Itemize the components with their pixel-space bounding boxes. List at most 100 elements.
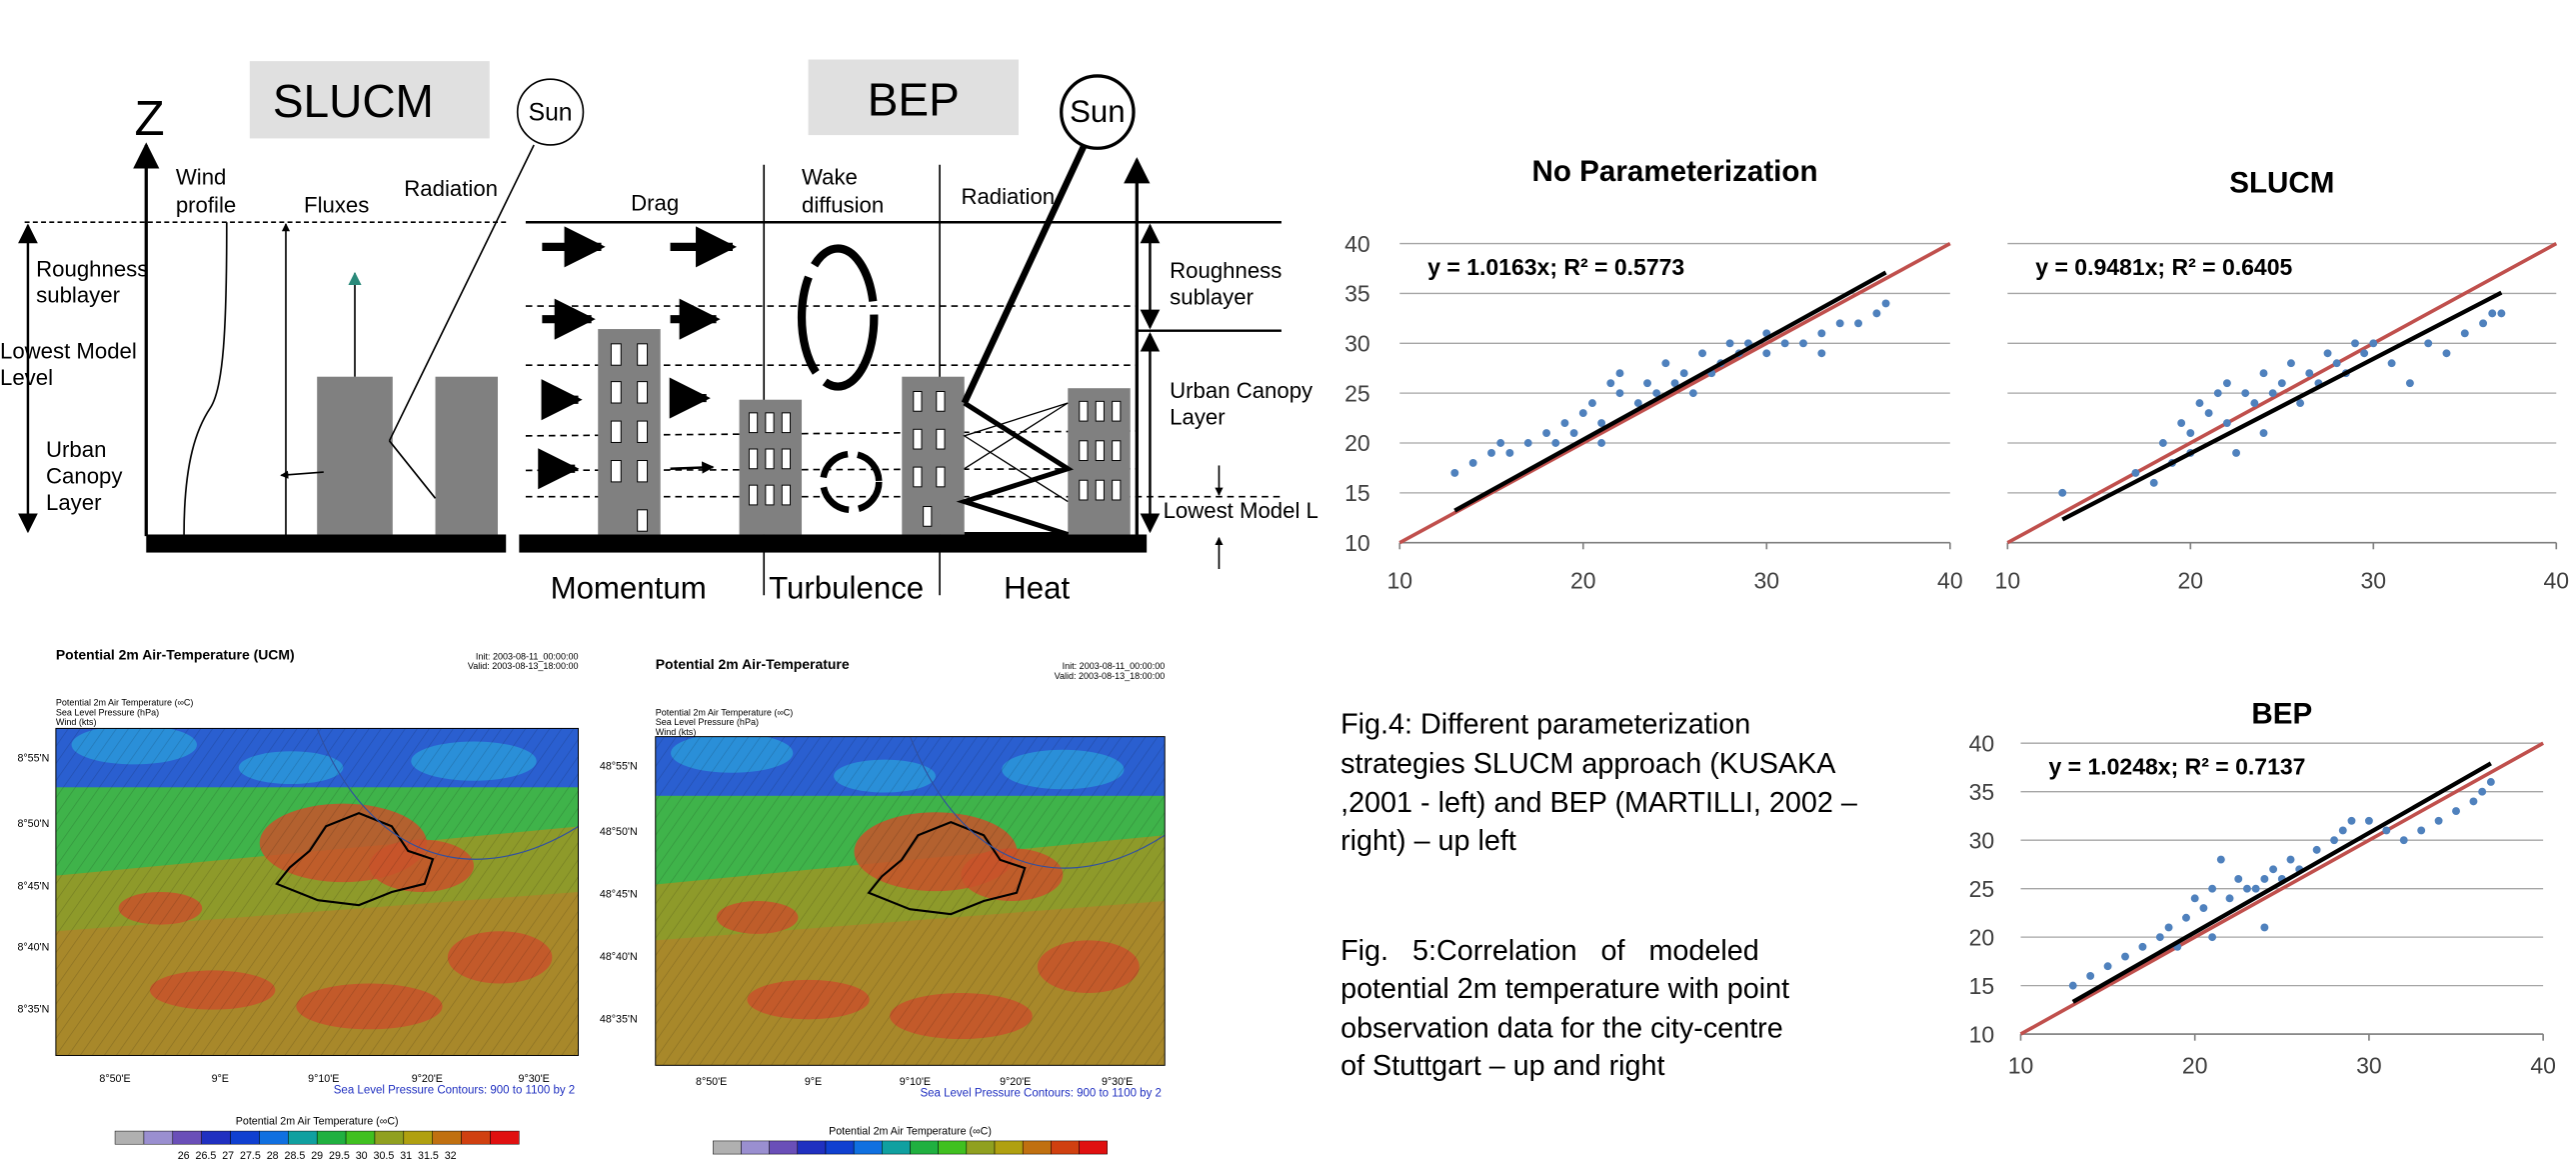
- radiation-ray: [961, 143, 1088, 405]
- layer-label: Layer: [1170, 404, 1226, 429]
- data-point: [2250, 399, 2259, 408]
- data-point: [1670, 379, 1679, 388]
- data-point: [1652, 389, 1661, 398]
- data-point: [2182, 913, 2190, 922]
- sun-label: Sun: [529, 99, 573, 126]
- data-point: [2216, 855, 2225, 864]
- sun-label: Sun: [1070, 94, 1126, 129]
- field-legend: Sea Level Pressure (hPa): [656, 717, 759, 727]
- data-point: [1854, 319, 1863, 328]
- run-info: Valid: 2003-08-13_18:00:00: [468, 661, 579, 671]
- data-point: [1615, 369, 1624, 378]
- lon-label: 8°50'E: [696, 1076, 727, 1088]
- radiation-ray: [388, 144, 535, 442]
- data-point: [2479, 319, 2488, 328]
- colorbar-swatch: [345, 1130, 376, 1145]
- data-point: [2369, 339, 2378, 348]
- caption-line: Fig.4: Different parameterization: [1340, 708, 1750, 740]
- lat-label: 8°40'N: [17, 941, 49, 953]
- city-boundary: [275, 811, 435, 907]
- data-point: [1698, 349, 1707, 358]
- lon-label: 9°30'E: [519, 1073, 550, 1085]
- colorbar-swatch: [461, 1130, 491, 1145]
- process-group: Turbulence: [769, 571, 924, 606]
- label-box: [249, 61, 490, 139]
- field-legend: Wind (kts): [656, 727, 697, 737]
- data-point: [2305, 369, 2314, 378]
- wake-eddy: [797, 244, 879, 391]
- lat-label: 48°45'N: [600, 889, 638, 901]
- lon-label: 9°10'E: [308, 1073, 339, 1085]
- data-point: [1606, 379, 1615, 388]
- colorbar-swatch: [259, 1130, 289, 1145]
- colorbar-swatch: [316, 1130, 347, 1145]
- data-point: [2497, 309, 2506, 318]
- data-point: [2222, 419, 2231, 427]
- data-point: [2186, 429, 2195, 437]
- slucm-label: SLUCM: [273, 75, 434, 127]
- data-point: [2164, 923, 2173, 932]
- radiation-ray: [388, 440, 437, 499]
- data-point: [2296, 399, 2305, 408]
- caption-line: ,2001 - left) and BEP (MARTILLI, 2002 –: [1340, 787, 1857, 819]
- field-legend: Sea Level Pressure (hPa): [56, 707, 159, 717]
- data-point: [2222, 379, 2231, 388]
- data-point: [2241, 389, 2250, 398]
- data-point: [1835, 319, 1844, 328]
- caption-line: Fig. 5:Correlation of modeled: [1340, 935, 1759, 967]
- wind-barbs: [55, 728, 579, 1056]
- data-point: [2347, 816, 2356, 825]
- data-point: [1588, 399, 1596, 408]
- colorbar-swatch: [490, 1130, 520, 1145]
- data-point: [2158, 439, 2167, 447]
- process-group: Momentum: [551, 571, 707, 606]
- x-tick-label: 40: [2530, 1053, 2556, 1079]
- data-point: [1661, 359, 1670, 368]
- trend-line: [2061, 290, 2503, 522]
- data-point: [2330, 836, 2339, 845]
- colorbar-swatch: [288, 1130, 318, 1145]
- scatter-chart: BEP 10 15 20 25 30 35 40 10 20 30 40 y = 1.0248x; R²…: [1969, 697, 2556, 1078]
- data-point: [2225, 894, 2234, 903]
- data-point: [2177, 419, 2186, 427]
- x-tick-label: 10: [1995, 568, 2021, 594]
- layer-label: sublayer: [36, 283, 120, 308]
- colorbar-swatch: [910, 1140, 939, 1155]
- colorbar-swatch: [994, 1140, 1024, 1155]
- x-tick-label: 40: [1937, 568, 1963, 594]
- layer-label: Lowest Model L: [1164, 498, 1318, 523]
- map-title: Potential 2m Air-Temperature (UCM): [56, 646, 295, 662]
- data-point: [2259, 369, 2268, 378]
- data-point: [1817, 349, 1826, 358]
- colorbar-swatch: [230, 1130, 260, 1145]
- z-label: Z: [134, 91, 164, 146]
- ground: [146, 534, 507, 553]
- colorbar-swatch: [143, 1130, 174, 1145]
- caption-line: right) – up left: [1340, 825, 1516, 857]
- y-tick-label: 40: [1969, 730, 1995, 756]
- data-point: [2213, 389, 2222, 398]
- layer-label: Urban: [46, 437, 106, 462]
- data-point: [2434, 816, 2443, 825]
- colorbar-title: Potential 2m Air Temperature (∞C): [829, 1125, 992, 1137]
- colorbar-swatch: [201, 1130, 231, 1145]
- colorbar-swatch: [882, 1140, 911, 1155]
- flux-arrow: [280, 470, 324, 479]
- trend-equation: y = 0.9481x; R² = 0.6405: [2035, 254, 2292, 280]
- process-label: profile: [176, 192, 236, 217]
- data-point: [2260, 875, 2269, 883]
- data-point: [2208, 933, 2217, 942]
- weather-map: Potential 2m Air-Temperature Init: 2003-0…: [600, 656, 1166, 1155]
- data-point: [1560, 419, 1569, 427]
- urban-diagram: SLUCM BEP Z Sun Sun: [0, 59, 1318, 606]
- grid-level: [525, 467, 1138, 472]
- lat-label: 8°35'N: [17, 1004, 49, 1016]
- city-boundary: [867, 820, 1027, 916]
- weather-map: Potential 2m Air-Temperature (UCM) Init: …: [17, 646, 580, 1161]
- process-label: diffusion: [802, 192, 884, 217]
- data-point: [2190, 894, 2199, 903]
- data-point: [1569, 429, 1578, 437]
- y-tick-label: 30: [1344, 331, 1370, 357]
- y-tick-label: 35: [1969, 779, 1995, 805]
- colorbar-title: Potential 2m Air Temperature (∞C): [236, 1115, 399, 1127]
